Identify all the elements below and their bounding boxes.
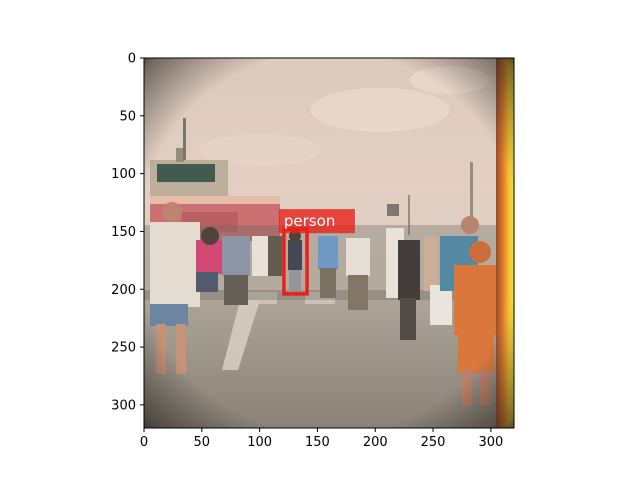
detection-label-background <box>278 209 355 234</box>
x-tick-label: 300 <box>478 435 503 450</box>
y-tick-label: 0 <box>128 52 136 67</box>
y-tick-label: 150 <box>111 225 136 240</box>
y-tick-label: 250 <box>111 341 136 356</box>
x-tick-label: 100 <box>247 435 272 450</box>
detection-label: person <box>284 212 335 230</box>
y-tick-label: 50 <box>119 109 136 124</box>
y-tick-label: 300 <box>111 398 136 413</box>
axes-frame <box>143 57 515 429</box>
x-tick-label: 200 <box>363 435 388 450</box>
x-tick-label: 50 <box>194 435 211 450</box>
x-axis: 0 50 100 150 200 250 300 <box>140 428 503 450</box>
x-tick-label: 250 <box>421 435 446 450</box>
y-tick-label: 100 <box>111 167 136 182</box>
x-tick-label: 0 <box>140 435 148 450</box>
y-tick-label: 200 <box>111 283 136 298</box>
street-festival-photo <box>144 58 514 428</box>
x-tick-label: 150 <box>305 435 330 450</box>
y-axis: 0 50 100 150 200 250 300 <box>111 52 144 413</box>
detection-overlay: person <box>278 209 355 296</box>
